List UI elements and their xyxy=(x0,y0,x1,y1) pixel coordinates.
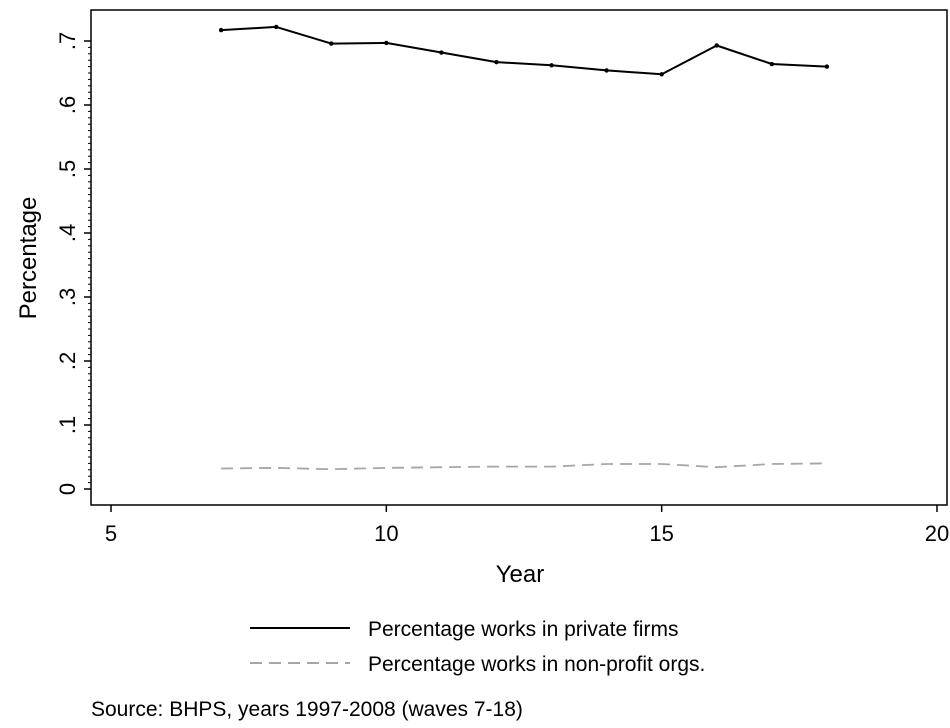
data-point xyxy=(494,59,499,65)
x-tick-label: 5 xyxy=(105,521,117,546)
data-point xyxy=(769,61,774,67)
x-tick-label: 10 xyxy=(374,521,398,546)
legend-label-private-firms: Percentage works in private firms xyxy=(368,618,678,641)
y-tick-label: .2 xyxy=(55,352,80,370)
series-line-non-profit xyxy=(221,462,827,471)
source-note: Source: BHPS, years 1997-2008 (waves 7-1… xyxy=(91,698,523,721)
y-tick-label: .4 xyxy=(55,224,80,242)
y-axis-title: Percentage xyxy=(15,197,42,320)
y-axis: 0 .1 .2 .3 .4 .5 .6 .7 xyxy=(55,32,91,495)
legend: Percentage works in private firms Percen… xyxy=(250,618,705,676)
series-layer xyxy=(218,24,830,471)
data-point xyxy=(384,40,389,46)
data-point xyxy=(329,41,334,46)
data-point xyxy=(274,24,279,30)
plot-frame xyxy=(90,9,948,506)
data-point xyxy=(549,63,554,68)
x-axis-title: Year xyxy=(496,561,545,588)
y-tick-label: .6 xyxy=(55,96,80,114)
data-point xyxy=(714,43,719,48)
x-axis: 5 10 15 20 xyxy=(105,505,949,546)
data-point xyxy=(218,27,224,33)
data-point xyxy=(824,64,830,69)
legend-label-non-profit: Percentage works in non-profit orgs. xyxy=(368,653,705,676)
data-point xyxy=(659,72,664,77)
data-point xyxy=(439,50,444,55)
y-tick-label: .7 xyxy=(55,32,80,50)
x-tick-label: 20 xyxy=(925,521,949,546)
y-tick-label: .5 xyxy=(55,160,80,178)
x-tick-label: 15 xyxy=(649,521,673,546)
data-point xyxy=(604,68,609,73)
y-tick-label: 0 xyxy=(55,483,80,495)
y-tick-label: .1 xyxy=(55,416,80,434)
y-tick-label: .3 xyxy=(55,288,80,306)
series-line-private-firms xyxy=(221,25,827,76)
